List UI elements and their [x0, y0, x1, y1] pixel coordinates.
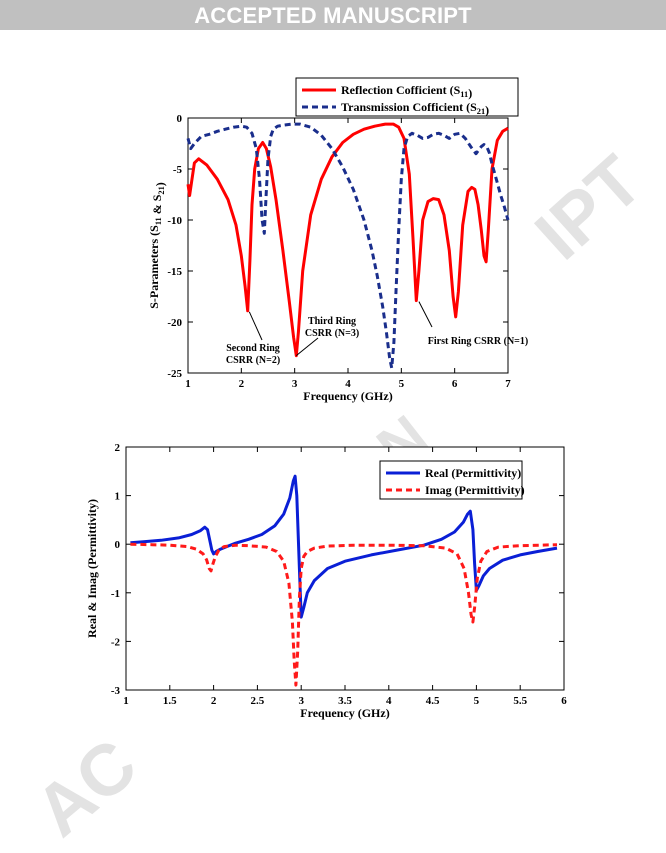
annotation-text: Third Ring: [308, 316, 356, 327]
annotation-pointer: [295, 337, 319, 357]
x-tick-label: 2: [239, 378, 245, 390]
y-tick-label: -3: [111, 685, 121, 697]
y-axis-label: Real & Imag (Permittivity): [85, 499, 99, 638]
permittivity-chart: 1 1.5 2 2.5 3 3.5 4 4.5 5 5.5 6 2 1 0 -1 -2 -3 Frequency …: [85, 442, 567, 720]
legend-box: [295, 77, 519, 117]
legend-box: [379, 460, 523, 500]
x-tick-label: 2: [211, 695, 217, 707]
x-tick-label: 6: [452, 378, 458, 390]
x-tick-label: 1.5: [163, 695, 177, 707]
plot-area: [187, 117, 509, 374]
annotation-text: Second Ring: [226, 343, 280, 354]
annotation-pointer: [418, 301, 433, 328]
x-tick-label: 5: [399, 378, 405, 390]
x-tick-label: 3: [292, 378, 298, 390]
y-tick-label: 1: [115, 491, 121, 503]
y-tick-label: 0: [115, 539, 121, 551]
legend-label-2: Transmission Cofficient (S21): [341, 100, 489, 117]
y-tick-label: -20: [167, 317, 182, 329]
y-tick-label: -5: [173, 164, 183, 176]
y-tick-label: -25: [167, 368, 182, 380]
accepted-manuscript-banner: ACCEPTED MANUSCRIPT: [0, 0, 666, 30]
y-tick-label: 0: [177, 113, 183, 125]
x-tick-label: 2.5: [251, 695, 265, 707]
x-tick-label: 7: [505, 378, 511, 390]
x-tick-label: 1: [185, 378, 191, 390]
x-tick-label: 3: [298, 695, 304, 707]
legend-label-1: Real (Permittivity): [425, 466, 521, 480]
legend-label-2: Imag (Permittivity): [425, 483, 525, 497]
y-tick-label: 2: [115, 442, 121, 454]
series-line-2: [186, 122, 510, 370]
y-tick-label: -1: [111, 588, 120, 600]
x-tick-label: 4: [345, 378, 351, 390]
x-tick-label: 1: [123, 695, 129, 707]
series-line-2: [130, 542, 558, 687]
annotation-pointer: [248, 311, 263, 341]
series-line-1: [186, 122, 509, 358]
annotation-text: CSRR (N=3): [305, 328, 359, 339]
legend-label-1: Reflection Cofficient (S11): [341, 83, 472, 100]
x-tick-label: 4.5: [426, 695, 440, 707]
s-parameters-chart: 1 2 3 4 5 6 7 0 -5 -10 -15 -20 -25 Frequency (GHz) S-P…: [147, 77, 528, 403]
x-tick-label: 5.5: [513, 695, 527, 707]
x-axis-label: Frequency (GHz): [303, 389, 392, 403]
y-tick-label: -2: [111, 636, 121, 648]
x-axis-label: Frequency (GHz): [300, 706, 389, 720]
y-axis-label: S-Parameters (S11 & S21): [147, 182, 167, 309]
x-tick-label: 5: [474, 695, 480, 707]
x-tick-label: 4: [386, 695, 392, 707]
annotation-text: CSRR (N=2): [226, 355, 280, 366]
x-tick-label: 6: [561, 695, 567, 707]
x-tick-label: 3.5: [338, 695, 352, 707]
y-tick-label: -15: [167, 266, 182, 278]
annotation-text: First Ring CSRR (N=1): [428, 336, 528, 347]
y-tick-label: -10: [167, 215, 182, 227]
